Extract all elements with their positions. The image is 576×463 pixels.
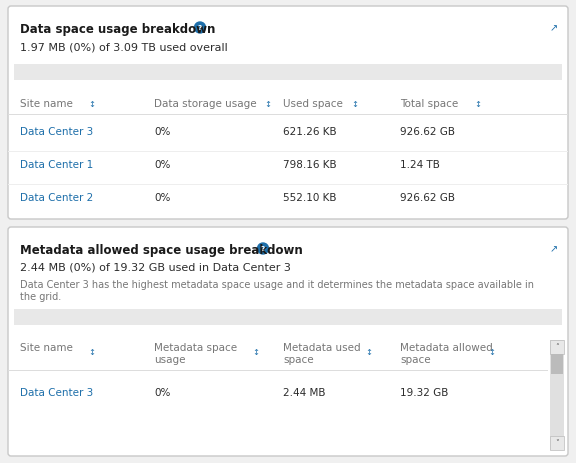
Text: Data Center 3 has the highest metadata space usage and it determines the metadat: Data Center 3 has the highest metadata s… bbox=[20, 279, 534, 289]
Bar bbox=[14, 65, 562, 81]
Text: ?: ? bbox=[198, 25, 202, 31]
Text: 2.44 MB: 2.44 MB bbox=[283, 387, 325, 397]
Text: 552.10 KB: 552.10 KB bbox=[283, 193, 336, 202]
Text: 0%: 0% bbox=[154, 160, 170, 169]
Text: ↕: ↕ bbox=[88, 100, 95, 109]
FancyBboxPatch shape bbox=[8, 227, 568, 456]
Bar bbox=[8, 115, 568, 116]
Text: 0%: 0% bbox=[154, 387, 170, 397]
Text: Data Center 3: Data Center 3 bbox=[20, 387, 93, 397]
Text: Site name: Site name bbox=[20, 342, 73, 352]
Circle shape bbox=[195, 23, 206, 34]
Text: Data storage usage: Data storage usage bbox=[154, 99, 257, 109]
Text: ↕: ↕ bbox=[88, 347, 95, 356]
Text: Metadata allowed space usage breakdown: Metadata allowed space usage breakdown bbox=[20, 244, 303, 257]
Bar bbox=[8, 370, 548, 371]
Text: ↕: ↕ bbox=[351, 100, 358, 109]
Text: ˄: ˄ bbox=[555, 343, 559, 352]
Text: ↗: ↗ bbox=[550, 244, 558, 253]
Text: 621.26 KB: 621.26 KB bbox=[283, 127, 336, 137]
Text: ↕: ↕ bbox=[474, 100, 481, 109]
Text: Metadata allowed
space: Metadata allowed space bbox=[400, 342, 492, 364]
Text: Site name: Site name bbox=[20, 99, 73, 109]
Text: Data Center 3: Data Center 3 bbox=[20, 127, 93, 137]
Bar bbox=[550, 340, 564, 450]
Bar bbox=[8, 185, 568, 186]
Bar bbox=[8, 152, 568, 153]
Text: 798.16 KB: 798.16 KB bbox=[283, 160, 336, 169]
Text: ˅: ˅ bbox=[555, 438, 559, 448]
Circle shape bbox=[257, 244, 268, 255]
Text: ↕: ↕ bbox=[252, 347, 259, 356]
Text: ↕: ↕ bbox=[365, 347, 372, 356]
Text: 1.97 MB (0%) of 3.09 TB used overall: 1.97 MB (0%) of 3.09 TB used overall bbox=[20, 42, 228, 52]
Bar bbox=[14, 309, 562, 325]
FancyBboxPatch shape bbox=[8, 7, 568, 219]
Text: Data Center 2: Data Center 2 bbox=[20, 193, 93, 202]
Text: 1.24 TB: 1.24 TB bbox=[400, 160, 440, 169]
Text: ↕: ↕ bbox=[488, 347, 495, 356]
Text: ↗: ↗ bbox=[550, 23, 558, 33]
Text: Total space: Total space bbox=[400, 99, 458, 109]
Text: Metadata used
space: Metadata used space bbox=[283, 342, 361, 364]
Text: 0%: 0% bbox=[154, 193, 170, 202]
Text: Used space: Used space bbox=[283, 99, 343, 109]
Text: the grid.: the grid. bbox=[20, 291, 61, 301]
Bar bbox=[550, 436, 564, 450]
Text: Data space usage breakdown: Data space usage breakdown bbox=[20, 23, 215, 36]
Text: ?: ? bbox=[261, 246, 265, 252]
Text: 2.44 MB (0%) of 19.32 GB used in Data Center 3: 2.44 MB (0%) of 19.32 GB used in Data Ce… bbox=[20, 263, 291, 272]
Text: ↕: ↕ bbox=[264, 100, 271, 109]
Text: Metadata space
usage: Metadata space usage bbox=[154, 342, 237, 364]
Text: 0%: 0% bbox=[154, 127, 170, 137]
Bar bbox=[550, 340, 564, 354]
Text: 19.32 GB: 19.32 GB bbox=[400, 387, 448, 397]
Bar bbox=[551, 354, 563, 374]
Text: 926.62 GB: 926.62 GB bbox=[400, 127, 455, 137]
Text: 926.62 GB: 926.62 GB bbox=[400, 193, 455, 202]
Text: Data Center 1: Data Center 1 bbox=[20, 160, 93, 169]
